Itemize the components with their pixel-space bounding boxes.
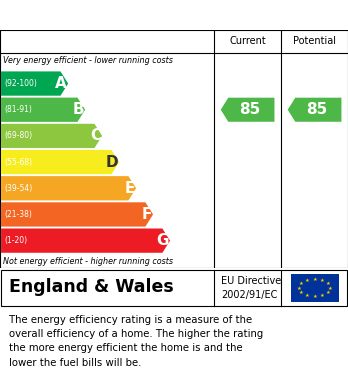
Polygon shape — [1, 202, 153, 227]
Text: Not energy efficient - higher running costs: Not energy efficient - higher running co… — [3, 257, 174, 266]
Text: (39-54): (39-54) — [4, 184, 32, 193]
Polygon shape — [1, 228, 170, 253]
Text: ★: ★ — [297, 285, 302, 291]
Text: (21-38): (21-38) — [4, 210, 32, 219]
Text: ★: ★ — [320, 278, 325, 283]
Polygon shape — [1, 98, 85, 122]
Text: 2002/91/EC: 2002/91/EC — [221, 290, 277, 300]
Text: Potential: Potential — [293, 36, 336, 46]
Text: EU Directive: EU Directive — [221, 276, 281, 286]
Text: Very energy efficient - lower running costs: Very energy efficient - lower running co… — [3, 56, 173, 65]
Text: 85: 85 — [306, 102, 327, 117]
Polygon shape — [1, 150, 119, 174]
Text: F: F — [142, 207, 152, 222]
Text: G: G — [157, 233, 169, 248]
Text: C: C — [90, 128, 101, 143]
Text: ★: ★ — [320, 293, 325, 298]
Text: ★: ★ — [312, 277, 317, 282]
Text: Energy Efficiency Rating: Energy Efficiency Rating — [9, 8, 200, 22]
Text: A: A — [55, 76, 67, 91]
Text: ★: ★ — [325, 290, 330, 295]
Text: ★: ★ — [325, 281, 330, 286]
Text: 85: 85 — [239, 102, 261, 117]
Polygon shape — [288, 98, 341, 122]
Text: (55-68): (55-68) — [4, 158, 32, 167]
Text: ★: ★ — [299, 290, 304, 295]
Text: ★: ★ — [304, 293, 309, 298]
Text: D: D — [105, 154, 118, 170]
Text: (69-80): (69-80) — [4, 131, 32, 140]
Text: (92-100): (92-100) — [4, 79, 37, 88]
Polygon shape — [1, 176, 136, 201]
Text: E: E — [125, 181, 135, 196]
Text: (81-91): (81-91) — [4, 105, 32, 114]
Text: (1-20): (1-20) — [4, 236, 27, 245]
Text: England & Wales: England & Wales — [9, 278, 173, 296]
Text: ★: ★ — [327, 285, 332, 291]
Text: ★: ★ — [299, 281, 304, 286]
Polygon shape — [1, 72, 68, 96]
Text: ★: ★ — [304, 278, 309, 283]
Polygon shape — [1, 124, 102, 148]
Text: The energy efficiency rating is a measure of the
overall efficiency of a home. T: The energy efficiency rating is a measur… — [9, 315, 263, 368]
Bar — [291, 274, 339, 302]
Text: ★: ★ — [312, 294, 317, 299]
Polygon shape — [221, 98, 275, 122]
Text: B: B — [72, 102, 84, 117]
Text: Current: Current — [229, 36, 266, 46]
